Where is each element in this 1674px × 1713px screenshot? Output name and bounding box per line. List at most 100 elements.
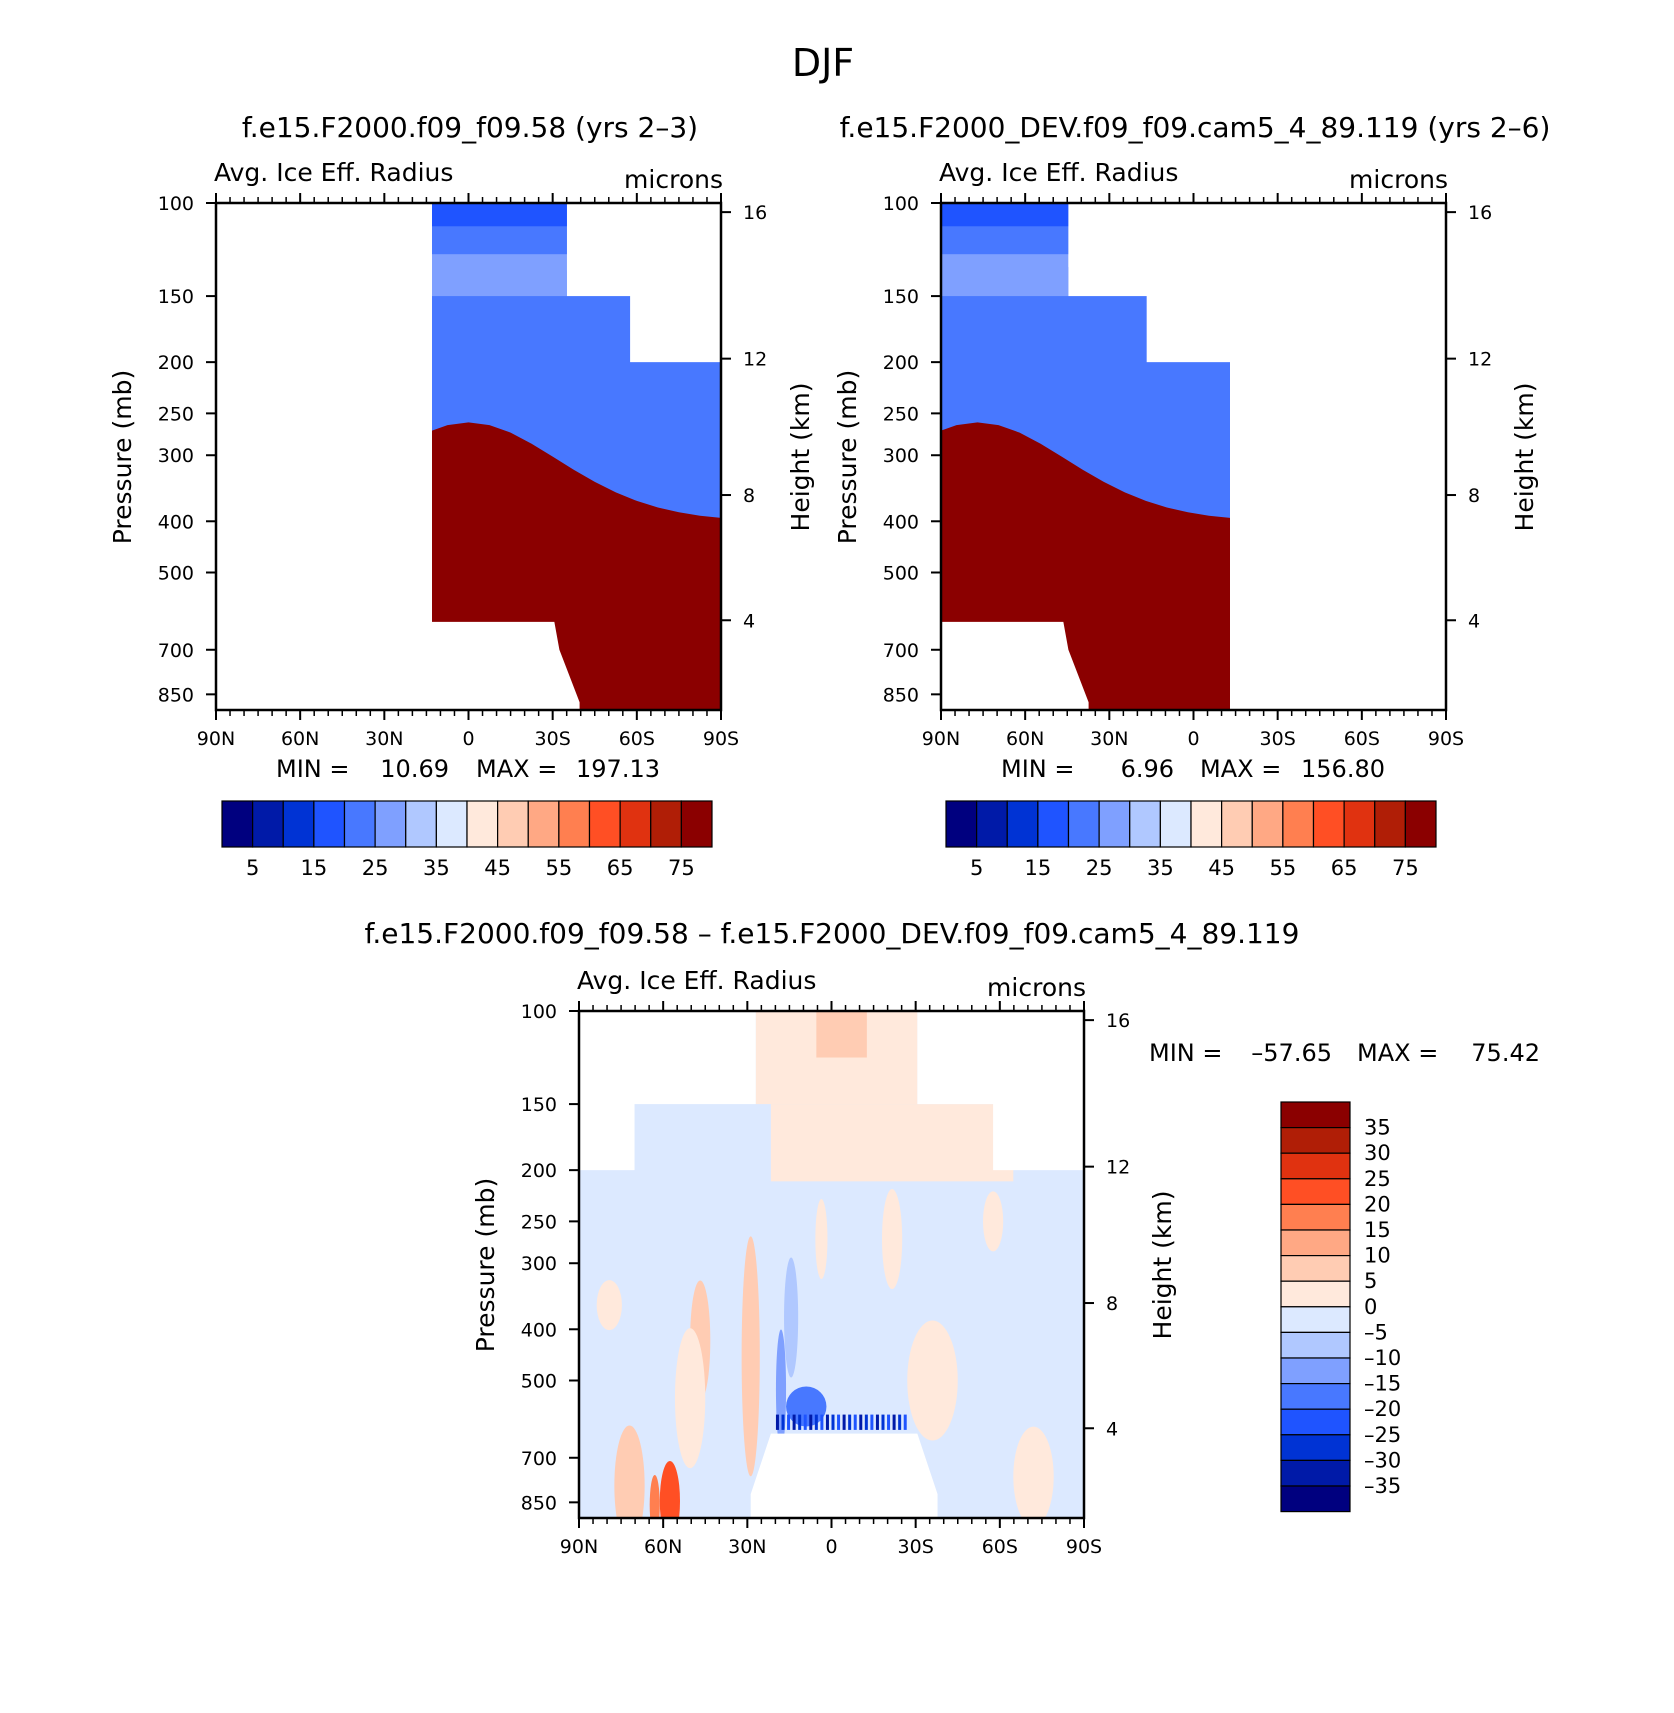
panel-a-colorbar: 5 15 25 35 45 55 65 75: [221, 800, 713, 880]
colorbar-label: 75: [1392, 856, 1419, 880]
colorbar-label: 30: [1364, 1141, 1391, 1165]
colorbar-label: –25: [1364, 1423, 1401, 1447]
no-data-region: [750, 1433, 938, 1518]
y-right-tick-label: 16: [1106, 1010, 1130, 1032]
y-tick-label: 300: [883, 445, 919, 467]
colorbar-swatch: [1190, 800, 1223, 848]
colorbar-label: 5: [970, 856, 983, 880]
panel-c-min-label: MIN =: [1149, 1039, 1222, 1067]
figure-title: DJF: [792, 41, 854, 85]
field-band: [892, 1414, 896, 1430]
colorbar-label: 0: [1364, 1295, 1377, 1319]
colorbar-swatch: [1282, 800, 1315, 848]
colorbar-swatch: [435, 800, 468, 848]
y-tick-label: 100: [883, 193, 919, 215]
panel-a-min-label: MIN =: [276, 755, 349, 783]
colorbar-swatch: [1280, 1459, 1351, 1487]
field-band: [809, 1414, 813, 1430]
colorbar-label: 45: [484, 856, 511, 880]
panel-b-ylabel-right: Height (km): [1510, 383, 1539, 532]
field-band: [820, 1414, 824, 1430]
field-band: [903, 1414, 907, 1430]
panel-c-max-value: 75.42: [1471, 1039, 1540, 1067]
field-band: [941, 203, 1069, 227]
y-tick-label: 850: [521, 1492, 557, 1514]
colorbar-label: 15: [1364, 1218, 1391, 1242]
field-band: [614, 1425, 645, 1518]
y-right-tick-label: 4: [1106, 1418, 1118, 1440]
colorbar-label: –35: [1364, 1474, 1401, 1498]
colorbar-swatch: [1280, 1382, 1351, 1410]
colorbar-label: 65: [1331, 856, 1358, 880]
colorbar-label: 55: [546, 856, 573, 880]
colorbar-label: 25: [1086, 856, 1113, 880]
panel-b-colorbar: 5 15 25 35 45 55 65 75: [945, 800, 1437, 880]
colorbar-label: 45: [1208, 856, 1235, 880]
field-band: [859, 1414, 863, 1430]
colorbar-swatch: [945, 800, 978, 848]
panel-b-ticks: 90N 60N 30N 0 30S 60S 90S 100 150 200 250 300 400 500…: [883, 193, 1492, 750]
y-tick-label: 400: [158, 511, 194, 533]
colorbar-swatch: [1343, 800, 1376, 848]
field-band: [803, 1414, 807, 1430]
field-band: [983, 1191, 1004, 1252]
y-right-tick-label: 8: [743, 485, 755, 507]
colorbar-label: –30: [1364, 1448, 1401, 1472]
panel-c-variable-title: Avg. Ice Eff. Radius: [577, 966, 816, 995]
colorbar-label: –5: [1364, 1320, 1388, 1344]
y-tick-label: 250: [521, 1211, 557, 1233]
no-data-region: [1146, 203, 1230, 363]
y-tick-label: 200: [521, 1160, 557, 1182]
panel-a-variable-title: Avg. Ice Eff. Radius: [214, 158, 453, 187]
x-tick-label: 0: [825, 1536, 837, 1558]
y-right-tick-label: 16: [1468, 202, 1492, 224]
panel-a-max-value: 197.13: [576, 755, 660, 783]
field-band: [887, 1414, 891, 1430]
colorbar-swatch: [1251, 800, 1284, 848]
colorbar-swatch: [313, 800, 346, 848]
colorbar-label: 25: [362, 856, 389, 880]
y-tick-label: 500: [883, 563, 919, 585]
x-tick-label: 60S: [619, 728, 655, 750]
field-band: [674, 1328, 706, 1469]
y-right-tick-label: 12: [1468, 349, 1492, 371]
panel-c-ticks: 90N 60N 30N 0 30S 60S 90S 100 150 200 250 300 400 500…: [521, 1001, 1130, 1558]
panel-c-ylabel-right: Height (km): [1148, 1191, 1177, 1340]
y-right-tick-label: 4: [743, 610, 755, 632]
y-right-tick-label: 8: [1106, 1293, 1118, 1315]
colorbar-swatch: [1280, 1229, 1351, 1257]
y-tick-label: 100: [158, 193, 194, 215]
colorbar-swatch: [1280, 1485, 1351, 1513]
panel-c-ylabel: Pressure (mb): [471, 1178, 500, 1352]
colorbar-label: 65: [607, 856, 634, 880]
colorbar-swatch: [1067, 800, 1100, 848]
field-band: [770, 1104, 1014, 1182]
field-band: [842, 1414, 846, 1430]
field-band: [798, 1414, 802, 1430]
colorbar-label: –20: [1364, 1397, 1401, 1421]
field-band: [1013, 1426, 1054, 1518]
x-tick-label: 30N: [1090, 728, 1128, 750]
no-data-region: [993, 1011, 1084, 1171]
y-tick-label: 400: [521, 1319, 557, 1341]
colorbar-swatch: [1280, 1126, 1351, 1154]
panel-b-min-label: MIN =: [1001, 755, 1074, 783]
field-band: [848, 1414, 852, 1430]
colorbar-swatch: [1280, 1306, 1351, 1334]
panel-a-ylabel-right: Height (km): [786, 383, 815, 532]
panel-b-max-label: MAX =: [1200, 755, 1281, 783]
x-tick-label: 30S: [898, 1536, 934, 1558]
panel-a-field: [216, 203, 721, 710]
panel-b-field: [941, 203, 1230, 710]
colorbar-label: 55: [1270, 856, 1297, 880]
colorbar-swatch: [221, 800, 254, 848]
colorbar-swatch: [497, 800, 529, 848]
field-band: [831, 1414, 835, 1430]
colorbar-label: 15: [301, 856, 328, 880]
panel-c-max-label: MAX =: [1357, 1039, 1438, 1067]
y-tick-label: 200: [883, 352, 919, 374]
no-data-region: [216, 203, 236, 362]
y-right-tick-label: 16: [743, 202, 767, 224]
